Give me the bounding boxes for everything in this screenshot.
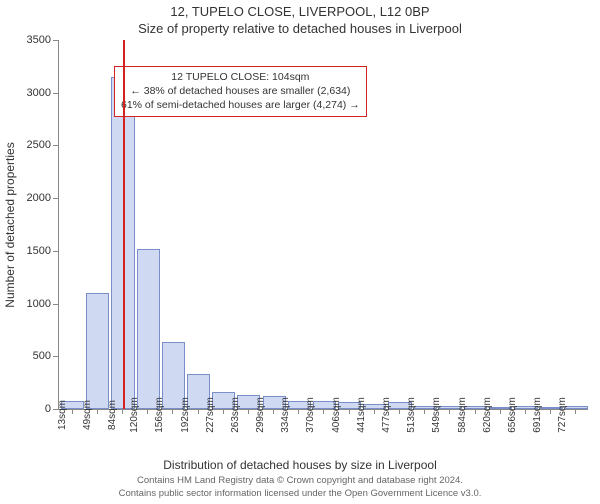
bar-slot: 656sqm <box>512 40 537 409</box>
y-tick <box>53 198 59 199</box>
plot-area: 13sqm49sqm84sqm120sqm156sqm192sqm227sqm2… <box>58 40 588 410</box>
x-tick <box>424 409 425 414</box>
x-tick-label: 477sqm <box>381 397 392 433</box>
x-tick <box>525 409 526 414</box>
y-tick <box>53 409 59 410</box>
x-tick-label: 13sqm <box>57 400 68 430</box>
bar-slot: 49sqm <box>84 40 109 409</box>
x-axis-label: Distribution of detached houses by size … <box>0 458 600 472</box>
x-tick-label: 84sqm <box>107 400 118 430</box>
y-tick <box>53 356 59 357</box>
footer-attribution: Contains HM Land Registry data © Crown c… <box>0 475 600 500</box>
x-tick <box>147 409 148 414</box>
x-tick-label: 441sqm <box>356 397 367 433</box>
y-axis-label: Number of detached properties <box>3 142 17 307</box>
x-tick <box>273 409 274 414</box>
x-tick-label: 263sqm <box>230 397 241 433</box>
bar-slot: 13sqm <box>59 40 84 409</box>
page-title-subtitle: Size of property relative to detached ho… <box>0 21 600 36</box>
x-tick <box>298 409 299 414</box>
bar-slot: 477sqm <box>386 40 411 409</box>
property-annotation-box: 12 TUPELO CLOSE: 104sqm ← 38% of detache… <box>114 66 367 117</box>
y-tick-label: 0 <box>45 403 51 415</box>
x-tick-label: 406sqm <box>331 397 342 433</box>
bar-slot: 620sqm <box>487 40 512 409</box>
y-tick-label: 2500 <box>27 139 51 151</box>
y-tick-label: 2000 <box>27 192 51 204</box>
x-tick <box>122 409 123 414</box>
x-tick-label: 334sqm <box>280 397 291 433</box>
y-tick-label: 500 <box>33 350 51 362</box>
x-tick-label: 370sqm <box>306 397 317 433</box>
x-tick-label: 299sqm <box>255 397 266 433</box>
x-tick-label: 156sqm <box>155 397 166 433</box>
x-tick <box>198 409 199 414</box>
x-tick <box>475 409 476 414</box>
x-tick-label: 49sqm <box>82 400 93 430</box>
x-tick <box>248 409 249 414</box>
x-tick <box>223 409 224 414</box>
x-tick <box>349 409 350 414</box>
bar-slot: 727sqm <box>563 40 588 409</box>
x-tick <box>72 409 73 414</box>
x-tick-label: 227sqm <box>205 397 216 433</box>
histogram-chart: Number of detached properties 13sqm49sqm… <box>58 40 588 410</box>
y-tick <box>53 93 59 94</box>
page-title-address: 12, TUPELO CLOSE, LIVERPOOL, L12 0BP <box>0 4 600 19</box>
x-tick <box>172 409 173 414</box>
x-tick-label: 656sqm <box>507 397 518 433</box>
x-tick-label: 549sqm <box>432 397 443 433</box>
x-tick <box>449 409 450 414</box>
x-tick <box>323 409 324 414</box>
y-tick-label: 3000 <box>27 87 51 99</box>
annotation-property-size: 12 TUPELO CLOSE: 104sqm <box>121 70 360 84</box>
x-tick <box>374 409 375 414</box>
footer-line-1: Contains HM Land Registry data © Crown c… <box>0 475 600 487</box>
bar-slot: 513sqm <box>412 40 437 409</box>
y-tick-label: 1500 <box>27 245 51 257</box>
x-tick <box>550 409 551 414</box>
x-tick <box>97 409 98 414</box>
x-tick-label: 584sqm <box>457 397 468 433</box>
x-tick-label: 727sqm <box>558 397 569 433</box>
bar-slot: 691sqm <box>538 40 563 409</box>
x-tick-label: 513sqm <box>406 397 417 433</box>
x-tick-label: 620sqm <box>482 397 493 433</box>
y-tick <box>53 40 59 41</box>
y-tick <box>53 145 59 146</box>
bar-slot: 584sqm <box>462 40 487 409</box>
y-tick <box>53 304 59 305</box>
x-tick-label: 192sqm <box>180 397 191 433</box>
bar-slot: 549sqm <box>437 40 462 409</box>
x-tick <box>500 409 501 414</box>
annotation-smaller-pct: ← 38% of detached houses are smaller (2,… <box>121 84 360 98</box>
y-tick-label: 1000 <box>27 298 51 310</box>
y-tick <box>53 251 59 252</box>
y-tick-label: 3500 <box>27 34 51 46</box>
property-marker-line <box>123 40 125 409</box>
x-tick-label: 120sqm <box>129 397 140 433</box>
x-tick <box>399 409 400 414</box>
histogram-bar <box>86 293 109 409</box>
annotation-larger-pct: 61% of semi-detached houses are larger (… <box>121 98 360 112</box>
histogram-bar <box>137 249 160 409</box>
x-tick-label: 691sqm <box>532 397 543 433</box>
x-tick <box>575 409 576 414</box>
footer-line-2: Contains public sector information licen… <box>0 488 600 500</box>
